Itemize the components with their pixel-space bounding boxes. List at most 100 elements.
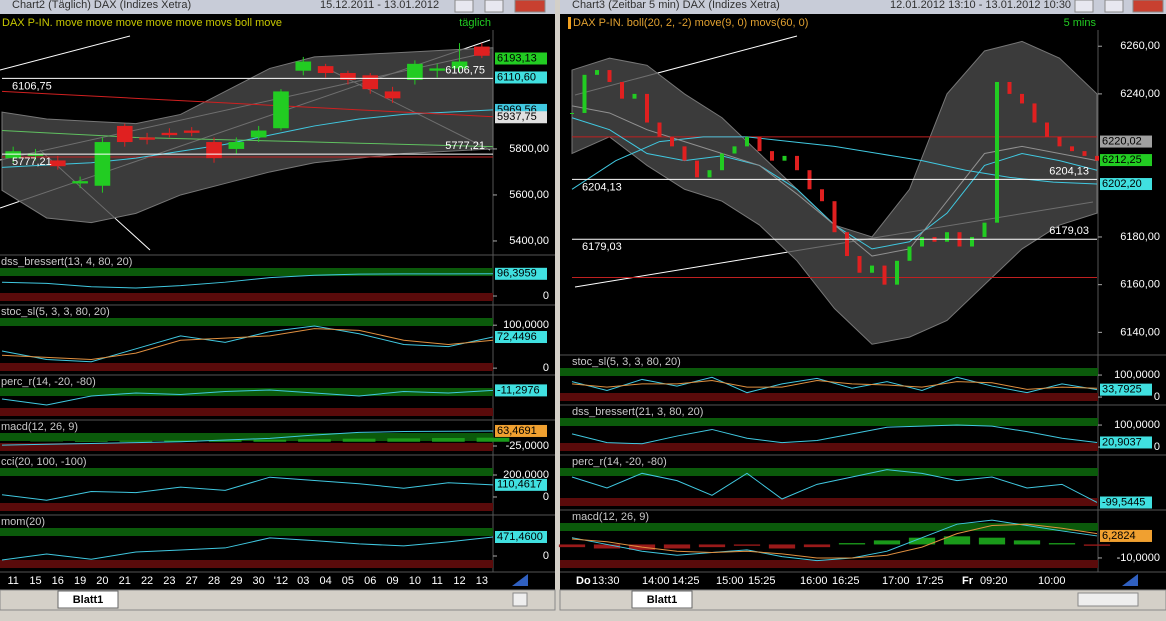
price-bar [657,122,662,137]
x-tick-label: 21 [119,575,131,587]
y-tick-label: 200,0000 [503,469,549,481]
price-bar [870,265,874,273]
x-tick-label: 12 [453,575,465,587]
candle-body [27,153,44,156]
histogram-bar [476,437,510,442]
close-button[interactable] [1132,0,1164,13]
price-marker [495,71,547,84]
histogram-bar [873,540,901,545]
x-tick-label: 04 [319,575,331,587]
price-marker [495,111,547,124]
price-bar [1032,103,1037,123]
indicator-line [571,380,1098,390]
x-tick-label: 11 [7,575,18,587]
y-tick-label: 100,0000 [503,319,549,331]
overbought-zone [560,418,1098,426]
indicator-line [1,536,494,561]
x-tick-label: 15 [29,575,41,587]
histogram-bar [119,440,153,442]
histogram-bar [838,543,866,545]
indicator-label: cci(20, 100, -100) [1,456,87,468]
level-label: 5777,21 [445,140,485,152]
x-tick-label: 16 [52,575,64,587]
x-tick-label: 11 [431,575,442,587]
scroll-box[interactable] [512,592,528,607]
x-tick-label: 05 [342,575,354,587]
time-axis [560,572,1166,590]
color-tag [568,17,571,29]
y-tick-label: 0 [543,290,549,302]
sheet-tab[interactable] [631,590,693,609]
candle-body [94,142,111,186]
x-tick-label: Fr [962,575,974,587]
indicator-label: dss_bressert(21, 3, 80, 20) [572,406,703,418]
date-range: 12.01.2012 13:10 - 13.01.2012 10:30 [890,0,1071,11]
x-tick-label: 09:20 [980,575,1008,587]
sheet-tab-label: Blatt1 [73,594,104,606]
last-value-label: -99,5445 [1102,496,1145,508]
histogram-bar [1013,540,1041,545]
oversold-zone [560,498,1098,506]
candle-body [5,151,21,159]
minimize-button[interactable] [454,0,474,13]
x-tick-label: 27 [186,575,198,587]
candle-body [384,91,401,99]
close-button[interactable] [514,0,546,13]
last-value-label: 471,4600 [497,531,543,543]
maximize-button[interactable] [484,0,504,13]
last-value-label: 6,2824 [1102,530,1136,542]
window-title: Chart3 (Zeitbar 5 min) DAX (Indizes Xetr… [572,0,780,11]
price-bar [782,155,787,161]
price-marker [1100,178,1152,191]
candle-body [161,132,178,136]
candle-body [451,61,468,69]
histogram-bar [593,544,621,549]
y-tick-label: 0 [543,550,549,562]
price-marker [1100,135,1152,148]
price-bar [1057,136,1062,147]
indicator-label: macd(12, 26, 9) [1,421,78,433]
maximize-button[interactable] [1104,0,1124,13]
oversold-zone [560,393,1098,401]
interval: täglich [459,17,491,29]
histogram-bar [298,439,331,442]
moving-average [1,90,494,118]
indicator-label: stoc_sl(5, 3, 3, 80, 20) [572,356,681,368]
x-tick-label: 29 [230,575,242,587]
histogram-bar [768,544,796,549]
y-tick-label: 0 [1154,391,1160,403]
price-bar [632,93,637,99]
tab-bar [0,589,556,611]
price-bar [570,112,574,114]
last-value-box [495,424,547,437]
price-bar [857,256,862,273]
x-tick-label: 17:25 [916,575,944,587]
histogram-bar [733,544,761,546]
sheet-tab[interactable] [57,590,119,609]
last-value-box [495,478,547,491]
minimize-button[interactable] [1074,0,1094,13]
histogram-bar [164,440,197,442]
candle-body [317,66,334,74]
price-bar [620,81,624,99]
price-marker-label: 6110,60 [497,71,536,83]
price-bar [920,236,924,247]
candle-body [340,73,356,80]
price-bar [707,170,712,178]
price-bar [895,260,899,285]
level-label: 6179,03 [582,241,622,253]
last-value-label: 33,7925 [1102,384,1142,396]
indicator-line [571,424,1098,445]
scroll-box[interactable] [1077,592,1139,607]
price-marker-label: 6220,02 [1102,135,1142,147]
price-bar [795,155,799,171]
candle-body [474,46,490,56]
price-marker [495,52,547,65]
moving-average [1,130,494,148]
histogram-bar [698,544,726,548]
window-title: Chart2 (Täglich) DAX (Indizes Xetra) [12,0,191,11]
overbought-zone [560,523,1098,531]
moving-average [1,109,494,168]
y-tick-label: 6240,00 [1120,88,1160,100]
overbought-zone [560,368,1098,376]
